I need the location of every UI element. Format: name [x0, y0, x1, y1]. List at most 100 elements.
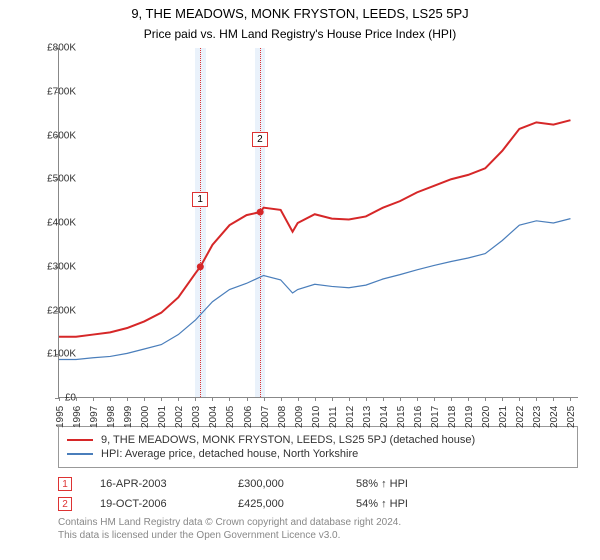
x-axis-label: 2015: [396, 406, 407, 428]
x-tick: [519, 397, 520, 401]
x-tick: [161, 397, 162, 401]
marker-label: 1: [192, 192, 208, 207]
y-axis-label: £700K: [47, 86, 76, 97]
x-axis-label: 2016: [413, 406, 424, 428]
x-axis-label: 2003: [191, 406, 202, 428]
footer-attribution: Contains HM Land Registry data © Crown c…: [58, 516, 401, 542]
y-axis-label: £600K: [47, 130, 76, 141]
x-tick: [195, 397, 196, 401]
x-tick: [59, 397, 60, 401]
transaction-badge: 1: [58, 477, 72, 491]
x-tick: [553, 397, 554, 401]
legend-swatch: [67, 453, 93, 454]
chart-svg: [59, 48, 578, 397]
x-tick: [93, 397, 94, 401]
chart-title-subtitle: Price paid vs. HM Land Registry's House …: [0, 21, 600, 41]
x-tick: [349, 397, 350, 401]
y-axis-label: £200K: [47, 305, 76, 316]
x-axis-label: 2014: [379, 406, 390, 428]
x-axis-label: 2004: [208, 406, 219, 428]
x-tick: [212, 397, 213, 401]
x-axis-label: 2025: [566, 406, 577, 428]
x-axis-label: 2013: [362, 406, 373, 428]
transaction-price: £300,000: [238, 478, 328, 490]
x-axis-label: 1996: [72, 406, 83, 428]
x-axis-label: 1997: [89, 406, 100, 428]
x-axis-label: 1995: [55, 406, 66, 428]
x-tick: [315, 397, 316, 401]
x-axis-label: 2017: [430, 406, 441, 428]
x-axis-label: 2023: [532, 406, 543, 428]
transaction-row: 2 19-OCT-2006 £425,000 54% ↑ HPI: [58, 494, 408, 514]
legend-text: 9, THE MEADOWS, MONK FRYSTON, LEEDS, LS2…: [101, 434, 475, 446]
x-axis-label: 2008: [277, 406, 288, 428]
legend-item: 9, THE MEADOWS, MONK FRYSTON, LEEDS, LS2…: [67, 433, 569, 447]
x-tick: [229, 397, 230, 401]
series-line-property: [59, 120, 570, 337]
transaction-price: £425,000: [238, 498, 328, 510]
legend-text: HPI: Average price, detached house, Nort…: [101, 448, 358, 460]
x-tick: [144, 397, 145, 401]
x-axis-label: 2012: [345, 406, 356, 428]
x-tick: [127, 397, 128, 401]
x-axis-label: 2000: [140, 406, 151, 428]
y-axis-label: £0: [65, 393, 76, 404]
x-tick: [451, 397, 452, 401]
x-axis-label: 2019: [464, 406, 475, 428]
series-line-hpi: [59, 219, 570, 360]
x-axis-label: 2022: [515, 406, 526, 428]
x-tick: [110, 397, 111, 401]
x-tick: [468, 397, 469, 401]
x-tick: [298, 397, 299, 401]
y-axis-label: £100K: [47, 349, 76, 360]
x-tick: [264, 397, 265, 401]
footer-line2: This data is licensed under the Open Gov…: [58, 529, 401, 542]
chart-title-address: 9, THE MEADOWS, MONK FRYSTON, LEEDS, LS2…: [0, 0, 600, 21]
x-tick: [247, 397, 248, 401]
y-axis-label: £400K: [47, 218, 76, 229]
x-axis-label: 2009: [294, 406, 305, 428]
transaction-row: 1 16-APR-2003 £300,000 58% ↑ HPI: [58, 474, 408, 494]
x-axis-label: 2001: [157, 406, 168, 428]
x-tick: [383, 397, 384, 401]
footer-line1: Contains HM Land Registry data © Crown c…: [58, 516, 401, 529]
x-tick: [485, 397, 486, 401]
chart-area: [58, 48, 578, 398]
transaction-hpi: 54% ↑ HPI: [356, 498, 408, 510]
x-axis-label: 2011: [328, 406, 339, 428]
transaction-badge: 2: [58, 497, 72, 511]
x-tick: [281, 397, 282, 401]
x-tick: [400, 397, 401, 401]
x-axis-label: 2010: [311, 406, 322, 428]
y-axis-label: £300K: [47, 261, 76, 272]
x-tick: [502, 397, 503, 401]
transaction-date: 16-APR-2003: [100, 478, 210, 490]
x-tick: [76, 397, 77, 401]
x-axis-label: 2018: [447, 406, 458, 428]
x-axis-label: 1999: [123, 406, 134, 428]
x-axis-label: 2021: [498, 406, 509, 428]
x-axis-label: 2020: [481, 406, 492, 428]
x-axis-label: 2007: [260, 406, 271, 428]
legend-item: HPI: Average price, detached house, Nort…: [67, 447, 569, 461]
marker-label: 2: [252, 132, 268, 147]
x-axis-label: 2024: [549, 406, 560, 428]
x-tick: [178, 397, 179, 401]
y-axis-label: £800K: [47, 43, 76, 54]
x-axis-label: 2005: [225, 406, 236, 428]
transaction-hpi: 58% ↑ HPI: [356, 478, 408, 490]
transaction-rows: 1 16-APR-2003 £300,000 58% ↑ HPI 2 19-OCT-200…: [58, 474, 408, 514]
legend: 9, THE MEADOWS, MONK FRYSTON, LEEDS, LS2…: [58, 426, 578, 468]
transaction-date: 19-OCT-2006: [100, 498, 210, 510]
x-axis-label: 2006: [243, 406, 254, 428]
x-tick: [366, 397, 367, 401]
y-axis-label: £500K: [47, 174, 76, 185]
x-tick: [434, 397, 435, 401]
x-axis-label: 2002: [174, 406, 185, 428]
legend-swatch: [67, 439, 93, 441]
x-tick: [536, 397, 537, 401]
x-tick: [417, 397, 418, 401]
x-tick: [570, 397, 571, 401]
x-axis-label: 1998: [106, 406, 117, 428]
x-tick: [332, 397, 333, 401]
